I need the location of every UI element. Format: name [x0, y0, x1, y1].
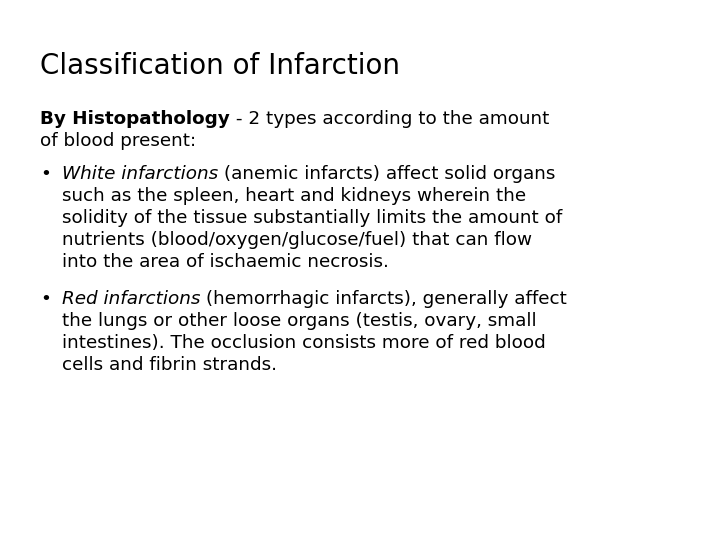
Text: (hemorrhagic infarcts), generally affect: (hemorrhagic infarcts), generally affect: [200, 290, 567, 308]
Text: •: •: [40, 165, 51, 183]
Text: solidity of the tissue substantially limits the amount of: solidity of the tissue substantially lim…: [62, 209, 562, 227]
Text: cells and fibrin strands.: cells and fibrin strands.: [62, 356, 277, 374]
Text: Classification of Infarction: Classification of Infarction: [40, 52, 400, 80]
Text: of blood present:: of blood present:: [40, 132, 196, 150]
Text: •: •: [40, 290, 51, 308]
Text: (anemic infarcts) affect solid organs: (anemic infarcts) affect solid organs: [218, 165, 556, 183]
Text: such as the spleen, heart and kidneys wherein the: such as the spleen, heart and kidneys wh…: [62, 187, 526, 205]
Text: into the area of ischaemic necrosis.: into the area of ischaemic necrosis.: [62, 253, 389, 271]
Text: the lungs or other loose organs (testis, ovary, small: the lungs or other loose organs (testis,…: [62, 312, 536, 330]
Text: White infarctions: White infarctions: [62, 165, 218, 183]
Text: By Histopathology: By Histopathology: [40, 110, 230, 128]
Text: intestines). The occlusion consists more of red blood: intestines). The occlusion consists more…: [62, 334, 546, 352]
Text: - 2 types according to the amount: - 2 types according to the amount: [230, 110, 549, 128]
Text: nutrients (blood/oxygen/glucose/fuel) that can flow: nutrients (blood/oxygen/glucose/fuel) th…: [62, 231, 532, 249]
Text: Red infarctions: Red infarctions: [62, 290, 200, 308]
